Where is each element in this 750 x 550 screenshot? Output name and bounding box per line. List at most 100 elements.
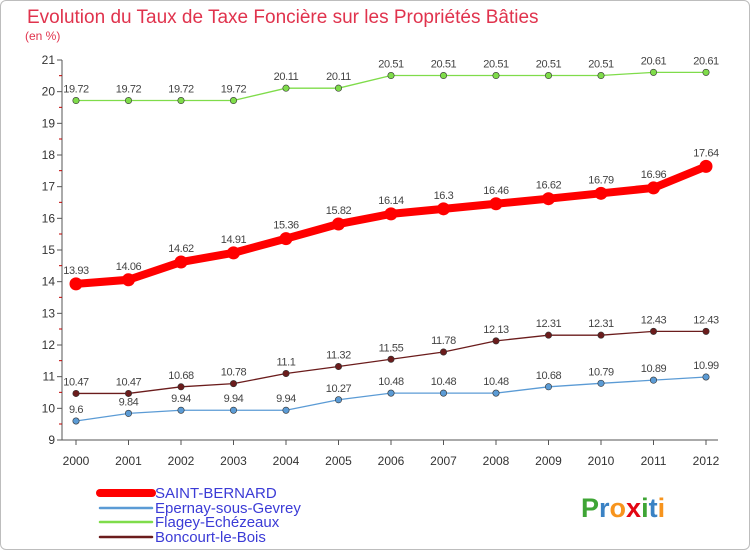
x-tick-label: 2010 bbox=[588, 454, 615, 468]
data-label: 16.79 bbox=[588, 174, 614, 186]
data-label: 16.14 bbox=[378, 195, 404, 207]
data-label: 10.47 bbox=[116, 376, 142, 388]
data-label: 14.62 bbox=[168, 243, 194, 255]
data-label: 12.13 bbox=[483, 324, 509, 336]
data-point bbox=[699, 159, 713, 173]
data-point bbox=[332, 217, 345, 231]
data-label: 20.11 bbox=[274, 71, 299, 83]
x-tick-label: 2001 bbox=[115, 454, 142, 468]
data-label: 17.64 bbox=[693, 147, 719, 159]
data-label: 9.6 bbox=[69, 404, 83, 416]
y-tick-label: 16 bbox=[42, 211, 56, 225]
data-label: 16.3 bbox=[434, 190, 454, 202]
data-label: 20.51 bbox=[536, 59, 562, 71]
legend-label: Epernay-sous-Gevrey bbox=[155, 500, 301, 517]
legend-label: Boncourt-le-Bois bbox=[155, 529, 266, 546]
y-tick-label: 21 bbox=[42, 53, 56, 67]
data-label: 13.93 bbox=[63, 265, 89, 277]
y-tick-label: 11 bbox=[43, 370, 56, 384]
data-point bbox=[282, 406, 290, 414]
data-point bbox=[122, 273, 135, 287]
data-point bbox=[387, 389, 395, 397]
data-point bbox=[489, 197, 503, 211]
data-label: 19.72 bbox=[63, 84, 89, 96]
data-point bbox=[439, 389, 447, 397]
data-label: 20.51 bbox=[378, 59, 404, 71]
data-point bbox=[72, 97, 80, 105]
data-point bbox=[177, 97, 185, 105]
y-tick-label: 15 bbox=[42, 243, 56, 257]
series-flagey-ech-zeaux: 19.72 19.72 19.72 19.72 20.11 20.11 20.51 20.51… bbox=[63, 55, 719, 105]
y-tick-label: 10 bbox=[42, 401, 56, 415]
data-point bbox=[384, 207, 398, 221]
data-label: 11.78 bbox=[431, 335, 456, 347]
legend-label: SAINT-BERNARD bbox=[155, 485, 277, 502]
data-label: 11.1 bbox=[277, 357, 296, 369]
data-point bbox=[125, 97, 133, 105]
data-point bbox=[594, 186, 608, 200]
y-tick-label: 20 bbox=[42, 85, 56, 99]
data-label: 10.48 bbox=[431, 376, 457, 388]
data-label: 14.91 bbox=[221, 234, 247, 246]
data-point bbox=[647, 181, 660, 195]
x-tick-label: 2000 bbox=[63, 454, 90, 468]
data-label: 10.48 bbox=[378, 376, 404, 388]
data-label: 12.31 bbox=[536, 318, 562, 330]
data-label: 10.47 bbox=[63, 376, 89, 388]
proxiti-logo: Proxiti bbox=[581, 493, 665, 523]
data-point bbox=[174, 255, 188, 269]
data-point bbox=[334, 363, 342, 371]
data-label: 19.72 bbox=[116, 84, 142, 96]
data-point bbox=[544, 331, 552, 339]
data-label: 16.46 bbox=[483, 185, 509, 197]
data-label: 10.78 bbox=[221, 367, 247, 379]
data-label: 10.79 bbox=[588, 366, 614, 378]
data-point bbox=[177, 406, 185, 414]
series-epernay-sous-gevrey: 9.6 9.84 9.94 9.94 9.94 10.27 10.48 10.48 10.48 1… bbox=[69, 360, 719, 425]
data-label: 10.99 bbox=[693, 360, 719, 372]
data-label: 10.27 bbox=[326, 383, 352, 395]
data-point bbox=[282, 84, 290, 92]
data-label: 10.89 bbox=[641, 363, 667, 375]
data-point bbox=[542, 192, 555, 206]
data-point bbox=[597, 72, 605, 80]
data-point bbox=[597, 331, 605, 339]
data-label: 12.43 bbox=[641, 314, 667, 326]
data-point bbox=[437, 202, 450, 216]
x-tick-label: 2008 bbox=[483, 454, 510, 468]
data-point bbox=[439, 72, 447, 80]
data-label: 16.96 bbox=[641, 169, 667, 181]
chart-title: Evolution du Taux de Taxe Foncière sur l… bbox=[27, 7, 539, 28]
data-label: 10.68 bbox=[536, 370, 562, 382]
data-point bbox=[230, 97, 238, 105]
x-tick-label: 2007 bbox=[430, 454, 457, 468]
data-label: 20.11 bbox=[326, 71, 351, 83]
x-tick-label: 2011 bbox=[641, 454, 667, 468]
x-tick-label: 2003 bbox=[220, 454, 247, 468]
data-point bbox=[69, 277, 83, 291]
series-boncourt-le-bois: 10.47 10.47 10.68 10.78 11.1 11.32 11.55 11.78 1… bbox=[63, 314, 719, 397]
x-tick-label: 2012 bbox=[693, 454, 720, 468]
data-label: 15.36 bbox=[273, 220, 299, 232]
data-point bbox=[387, 72, 395, 80]
data-label: 10.48 bbox=[483, 376, 509, 388]
data-point bbox=[544, 72, 552, 80]
data-label: 20.51 bbox=[588, 59, 614, 71]
data-point bbox=[439, 348, 447, 356]
data-point bbox=[72, 389, 80, 397]
data-label: 9.84 bbox=[119, 396, 139, 408]
data-label: 15.82 bbox=[326, 205, 352, 217]
data-label: 10.68 bbox=[168, 370, 194, 382]
series-layer: 19.72 19.72 19.72 19.72 20.11 20.11 20.51 20.51… bbox=[63, 55, 719, 425]
data-point bbox=[492, 337, 500, 345]
data-point bbox=[125, 409, 133, 417]
data-point bbox=[702, 68, 710, 76]
y-tick-label: 12 bbox=[42, 338, 56, 352]
data-point bbox=[649, 376, 657, 384]
y-tick-label: 19 bbox=[42, 116, 56, 130]
data-point bbox=[230, 380, 238, 388]
y-tick-label: 17 bbox=[42, 180, 56, 194]
x-tick-label: 2006 bbox=[378, 454, 405, 468]
x-tick-label: 2002 bbox=[168, 454, 195, 468]
